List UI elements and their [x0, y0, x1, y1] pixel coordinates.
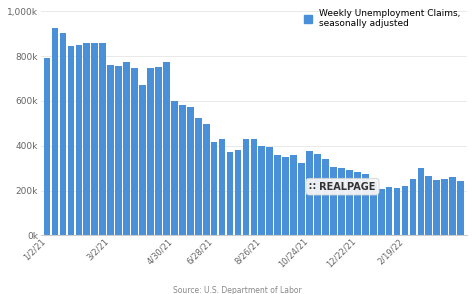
Bar: [457, 181, 464, 235]
Bar: [195, 118, 201, 235]
Bar: [338, 168, 345, 235]
Bar: [449, 177, 456, 235]
Bar: [187, 107, 194, 235]
Bar: [250, 139, 257, 235]
Bar: [354, 172, 361, 235]
Bar: [115, 66, 122, 235]
Bar: [426, 176, 432, 235]
Bar: [163, 61, 170, 235]
Bar: [83, 43, 90, 235]
Bar: [290, 155, 297, 235]
Bar: [131, 68, 138, 235]
Bar: [44, 59, 50, 235]
Bar: [378, 189, 384, 235]
Text: Source: U.S. Department of Labor: Source: U.S. Department of Labor: [173, 285, 301, 294]
Bar: [386, 187, 392, 235]
Bar: [60, 33, 66, 235]
Bar: [370, 182, 376, 235]
Bar: [100, 43, 106, 235]
Bar: [283, 156, 289, 235]
Bar: [418, 168, 424, 235]
Bar: [179, 106, 186, 235]
Bar: [258, 146, 265, 235]
Bar: [107, 65, 114, 235]
Bar: [314, 154, 321, 235]
Bar: [123, 62, 130, 235]
Bar: [68, 46, 74, 235]
Bar: [306, 151, 313, 235]
Bar: [139, 85, 146, 235]
Bar: [322, 159, 329, 235]
Bar: [155, 67, 162, 235]
Bar: [433, 181, 440, 235]
Bar: [266, 147, 273, 235]
Bar: [346, 171, 353, 235]
Bar: [171, 101, 178, 235]
Bar: [91, 43, 98, 235]
Bar: [235, 150, 241, 235]
Bar: [362, 174, 369, 235]
Bar: [227, 153, 233, 235]
Bar: [441, 179, 448, 235]
Bar: [75, 45, 82, 235]
Bar: [330, 167, 337, 235]
Bar: [274, 155, 281, 235]
Bar: [298, 163, 305, 235]
Bar: [147, 68, 154, 235]
Legend: Weekly Unemployment Claims,
seasonally adjusted: Weekly Unemployment Claims, seasonally a…: [302, 7, 463, 30]
Bar: [401, 186, 409, 235]
Bar: [394, 188, 401, 235]
Bar: [52, 28, 58, 235]
Bar: [243, 139, 249, 235]
Bar: [410, 179, 416, 235]
Bar: [211, 142, 218, 235]
Bar: [203, 124, 210, 235]
Text: ∷ REALPAGE: ∷ REALPAGE: [310, 182, 376, 192]
Bar: [219, 139, 226, 235]
